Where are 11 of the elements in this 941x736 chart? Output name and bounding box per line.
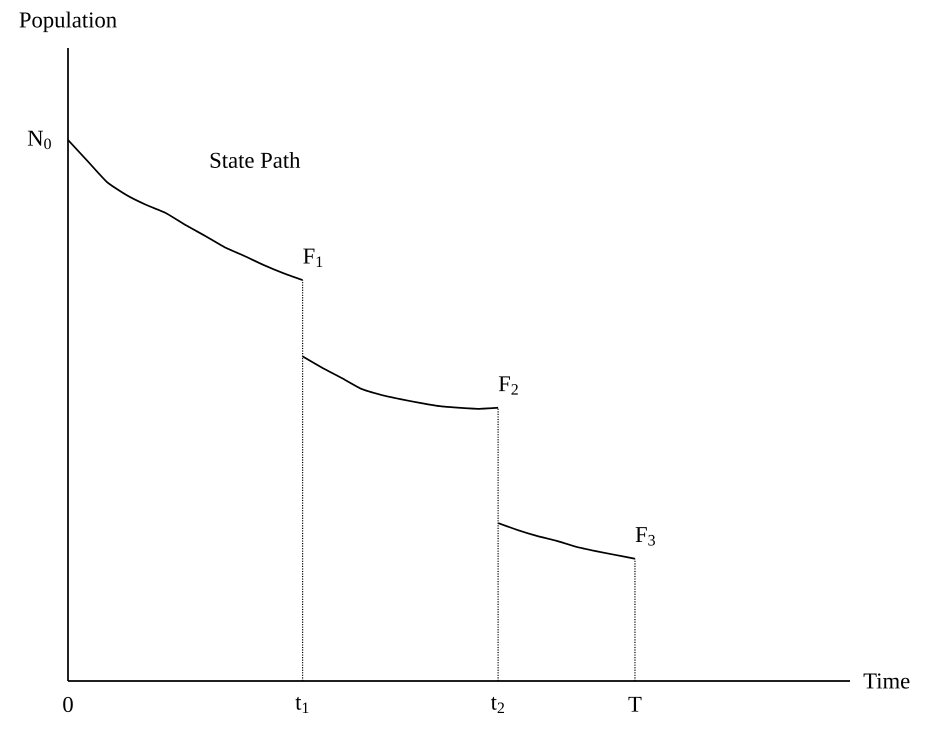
x-tick-label: t$_{2}$	[490, 696, 504, 714]
x-axis-title: Time	[864, 673, 910, 689]
annotation: F$_{3}$	[636, 527, 655, 546]
x-tick-label: T	[628, 696, 642, 712]
annotation: N$_{0}$	[28, 130, 51, 150]
text: State Path	[210, 152, 300, 168]
y-axis-title: Population	[20, 12, 117, 32]
x-tick-label: 0	[63, 696, 73, 712]
x-tick-label: t$_{1}$	[295, 696, 308, 714]
annotation: F$_{2}$	[498, 376, 518, 395]
annotation: F$_{1}$	[303, 248, 322, 267]
